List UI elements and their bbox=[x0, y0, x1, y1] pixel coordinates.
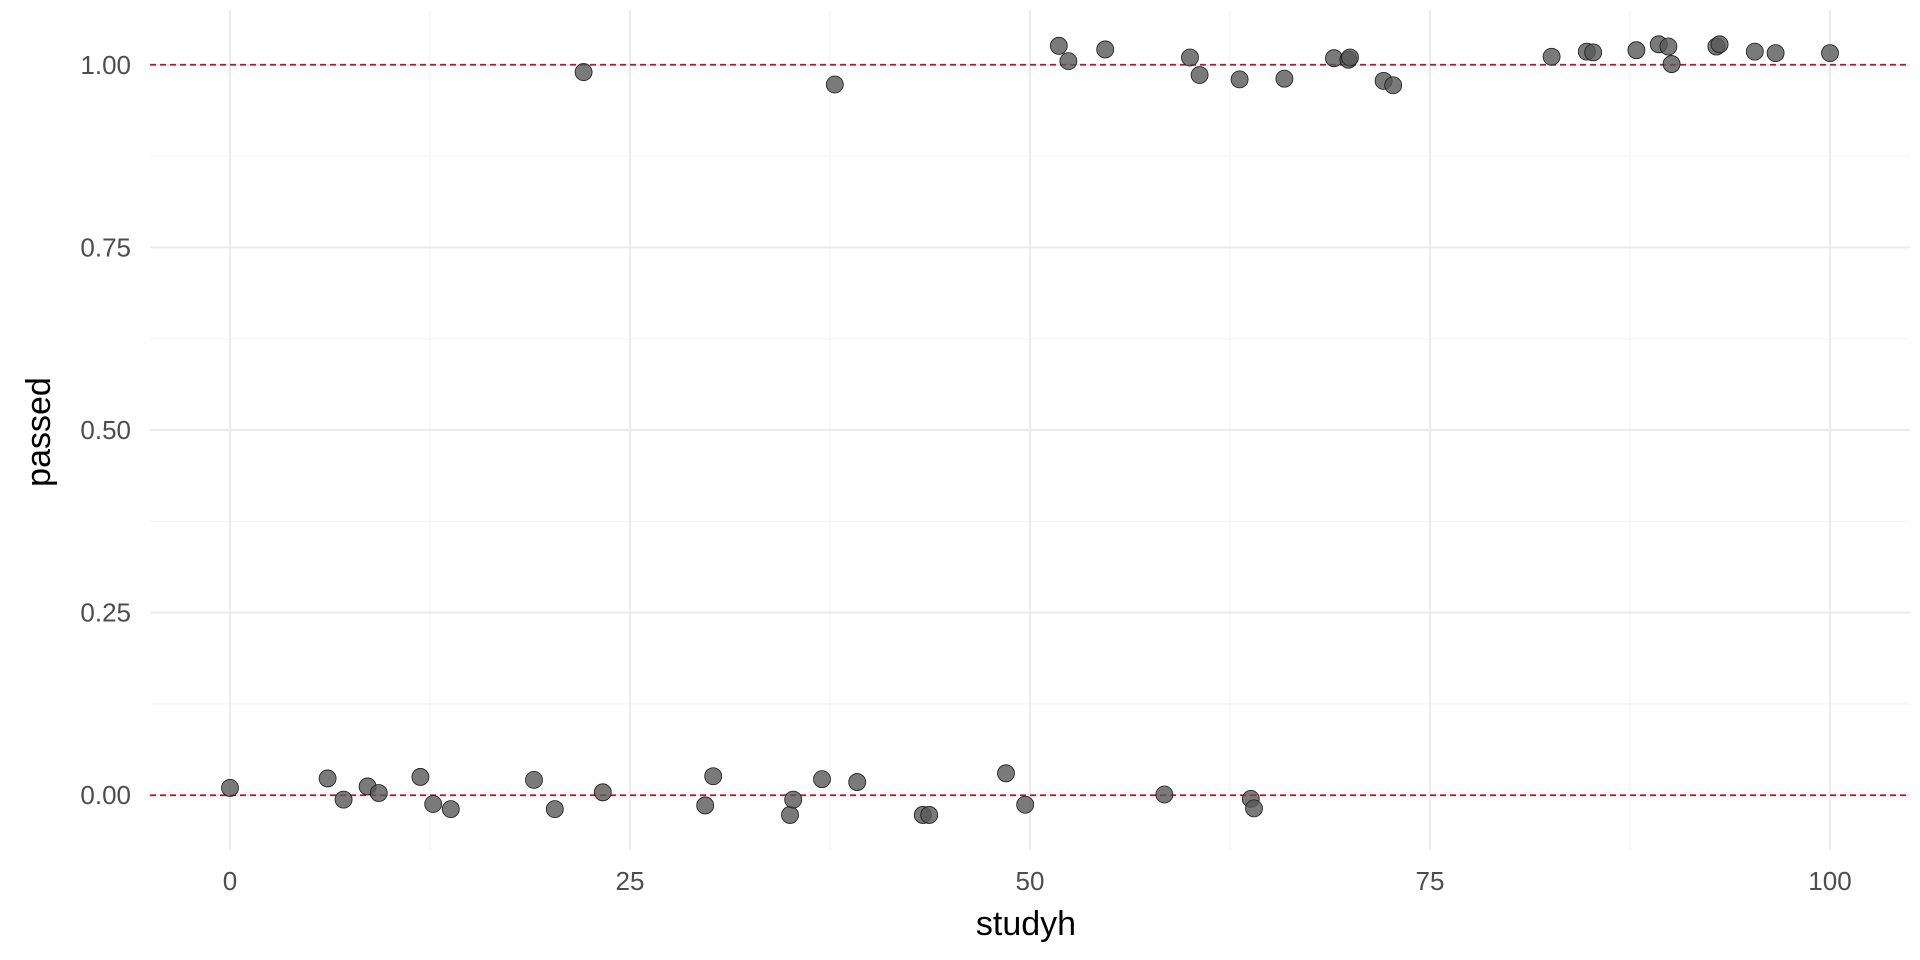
scatter-point bbox=[848, 773, 867, 791]
scatter-point bbox=[1245, 799, 1263, 818]
scatter-point bbox=[334, 790, 353, 809]
y-axis-ticks: 0.00 0.25 0.50 0.75 1.00 bbox=[80, 50, 131, 810]
scatter-point bbox=[1584, 43, 1603, 62]
scatter-point bbox=[704, 767, 723, 786]
scatter-point bbox=[1542, 47, 1561, 66]
scatter-point bbox=[813, 770, 831, 789]
scatter-point bbox=[411, 768, 430, 786]
scatter-point bbox=[825, 75, 844, 94]
y-tick-label: 0.75 bbox=[80, 232, 131, 262]
scatter-point bbox=[696, 796, 715, 815]
scatter-point bbox=[1821, 44, 1839, 62]
major-gridlines bbox=[150, 10, 1910, 850]
scatter-point bbox=[318, 769, 337, 788]
scatter-point bbox=[1096, 40, 1115, 59]
scatter-point bbox=[997, 764, 1015, 783]
scatter-point bbox=[781, 806, 799, 824]
scatter-point bbox=[593, 783, 612, 802]
x-axis-ticks: 0 25 50 75 100 bbox=[223, 866, 1852, 896]
scatter-point bbox=[1710, 35, 1729, 54]
x-axis-title: studyh bbox=[976, 905, 1076, 943]
scatter-point bbox=[1627, 41, 1646, 60]
scatter-point bbox=[1181, 48, 1199, 67]
scatter-point bbox=[1384, 76, 1403, 95]
y-tick-label: 0.25 bbox=[80, 598, 131, 628]
scatter-point bbox=[784, 790, 803, 809]
scatter-point bbox=[574, 63, 593, 81]
y-axis-title: passed bbox=[20, 377, 58, 487]
y-tick-label: 0.00 bbox=[80, 780, 131, 810]
scatter-point bbox=[1275, 69, 1294, 88]
scatter-point bbox=[221, 779, 239, 797]
x-tick-label: 100 bbox=[1808, 866, 1851, 896]
scatter-point bbox=[369, 784, 388, 802]
scatter-point bbox=[1341, 48, 1359, 67]
reference-lines bbox=[150, 63, 1910, 797]
x-tick-label: 50 bbox=[1016, 866, 1045, 896]
scatter-point bbox=[1662, 55, 1681, 73]
scatter-point bbox=[525, 770, 543, 789]
scatter-point bbox=[441, 800, 460, 818]
scatter-point bbox=[1745, 42, 1764, 61]
scatter-point bbox=[1155, 785, 1174, 804]
y-tick-label: 1.00 bbox=[80, 50, 131, 80]
scatter-point bbox=[424, 795, 443, 813]
scatter-point bbox=[1659, 37, 1678, 56]
scatter-point bbox=[545, 800, 564, 818]
scatter-point bbox=[1049, 36, 1068, 55]
scatter-point bbox=[920, 806, 939, 824]
data-points bbox=[221, 35, 1839, 824]
scatter-point bbox=[1016, 795, 1035, 814]
scatter-point bbox=[1230, 70, 1249, 89]
x-tick-label: 25 bbox=[616, 866, 645, 896]
scatter-point bbox=[1190, 66, 1209, 84]
scatter-point bbox=[1766, 44, 1785, 62]
scatter-point bbox=[1059, 52, 1078, 71]
x-tick-label: 75 bbox=[1416, 866, 1445, 896]
x-tick-label: 0 bbox=[223, 866, 237, 896]
y-tick-label: 0.50 bbox=[80, 415, 131, 445]
